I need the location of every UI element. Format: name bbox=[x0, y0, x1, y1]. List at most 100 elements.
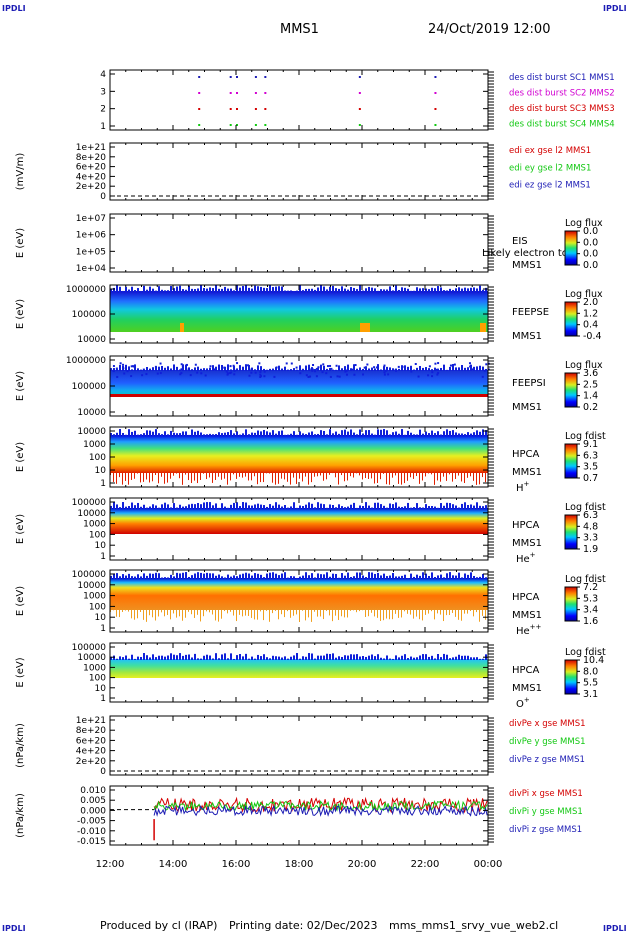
colorbar-title: Log flux bbox=[565, 218, 603, 229]
colorbar bbox=[564, 372, 578, 408]
spectrogram-low-fringe bbox=[413, 610, 414, 619]
spectrogram-top-fringe bbox=[431, 572, 433, 579]
spectrogram-top-fringe bbox=[302, 656, 304, 660]
spectrogram-speckle bbox=[403, 365, 406, 368]
spectrogram-speckle bbox=[353, 373, 356, 376]
spectrogram-low-fringe bbox=[236, 473, 237, 479]
spectrogram-top-fringe bbox=[326, 572, 328, 579]
legend-entry: divPi z gse MMS1 bbox=[509, 825, 582, 835]
spectrogram-top-fringe bbox=[455, 575, 457, 579]
spectrogram-top-fringe bbox=[263, 368, 265, 371]
x-tick-label: 00:00 bbox=[474, 859, 503, 870]
spectrogram-top-fringe bbox=[290, 506, 292, 509]
spectrogram-speckle bbox=[116, 375, 119, 378]
spectrogram-top-fringe bbox=[125, 364, 127, 371]
spectrogram-top-fringe bbox=[410, 573, 412, 579]
spectrogram-top-fringe bbox=[323, 365, 325, 371]
colorbar bbox=[564, 230, 578, 266]
spectrogram-top-fringe bbox=[317, 287, 319, 292]
y-axis-label: (mV/m) bbox=[15, 153, 26, 191]
y-tick-label: 0 bbox=[100, 192, 106, 202]
spectrogram-low-fringe bbox=[278, 473, 279, 484]
spectrogram-top-fringe bbox=[122, 432, 124, 436]
spectrogram-top-fringe bbox=[137, 288, 139, 292]
spectrogram-top-fringe bbox=[227, 288, 229, 292]
spectrogram-low-fringe bbox=[374, 473, 375, 484]
spectrogram-top-fringe bbox=[146, 507, 148, 509]
spectrogram-low-fringe bbox=[284, 610, 285, 618]
spectrogram-top-fringe bbox=[353, 287, 355, 292]
spectrogram-top-fringe bbox=[398, 657, 400, 660]
spectrogram-top-fringe bbox=[353, 576, 355, 579]
spectrogram-top-fringe bbox=[368, 368, 370, 371]
spectrogram-top-fringe bbox=[320, 574, 322, 579]
spectrogram-top-fringe bbox=[464, 502, 466, 509]
spectrogram-low-fringe bbox=[416, 610, 417, 617]
spectrogram-speckle bbox=[230, 371, 233, 374]
spectrogram-top-fringe bbox=[470, 572, 472, 579]
spectrogram-top-fringe bbox=[470, 657, 472, 660]
burst-mark bbox=[254, 92, 257, 94]
spectrogram-speckle bbox=[310, 368, 313, 371]
spectrogram-top-fringe bbox=[482, 573, 484, 579]
spectrogram-top-fringe bbox=[332, 504, 334, 509]
spectrogram-low-fringe bbox=[482, 610, 483, 616]
spectrogram-speckle bbox=[142, 368, 145, 371]
spectrogram-top-fringe bbox=[308, 575, 310, 579]
spectrogram-top-fringe bbox=[446, 369, 448, 371]
spectrogram-top-fringe bbox=[236, 285, 238, 292]
spectrogram-top-fringe bbox=[212, 505, 214, 509]
spectrogram-top-fringe bbox=[389, 658, 391, 660]
spectrogram-top-fringe bbox=[275, 656, 277, 660]
spectrogram-speckle bbox=[427, 374, 430, 377]
spectrogram-top-fringe bbox=[338, 656, 340, 660]
spectrogram-speckle bbox=[362, 373, 365, 376]
spectrogram-top-fringe bbox=[437, 654, 439, 660]
legend-entry: divPe y gse MMS1 bbox=[509, 737, 586, 747]
spectrogram-top-fringe bbox=[299, 285, 301, 292]
spectrogram-low-fringe bbox=[413, 473, 414, 479]
spectrogram-low-fringe bbox=[158, 473, 159, 484]
spectrogram-top-fringe bbox=[302, 575, 304, 579]
spectrogram-top-fringe bbox=[308, 502, 310, 509]
spectrogram-low-fringe bbox=[350, 610, 351, 611]
spectrogram-top-fringe bbox=[221, 654, 223, 660]
spectrogram-top-fringe bbox=[125, 575, 127, 579]
spectrogram-top-fringe bbox=[269, 432, 271, 436]
spectrogram-top-fringe bbox=[383, 289, 385, 292]
spectrogram-speckle bbox=[185, 368, 188, 371]
spectrogram-top-fringe bbox=[434, 367, 436, 371]
spectrogram-low-fringe bbox=[356, 610, 357, 613]
spectrogram-top-fringe bbox=[272, 572, 274, 579]
spectrogram-top-fringe bbox=[458, 367, 460, 371]
spectrogram-top-fringe bbox=[410, 507, 412, 509]
y-tick-label: 3 bbox=[100, 87, 106, 97]
spectrogram-low-fringe bbox=[230, 610, 231, 612]
spectrogram-low-fringe bbox=[188, 473, 189, 481]
colorbar-title: Log flux bbox=[565, 360, 603, 371]
y-tick-label: 1e+07 bbox=[76, 214, 106, 224]
spectrogram-speckle bbox=[481, 375, 484, 378]
spectrogram-low-fringe bbox=[314, 610, 315, 612]
spectrogram-top-fringe bbox=[299, 365, 301, 371]
spectrogram-top-fringe bbox=[455, 288, 457, 292]
spectrogram-top-fringe bbox=[476, 288, 478, 292]
spectrogram-top-fringe bbox=[215, 653, 217, 660]
spectrogram-top-fringe bbox=[413, 290, 415, 292]
spectrogram-low-fringe bbox=[149, 473, 150, 483]
y-axis-label: E (eV) bbox=[15, 371, 26, 401]
spectrogram-top-fringe bbox=[206, 288, 208, 292]
spectrogram-low-fringe bbox=[275, 473, 276, 485]
species-label: H+ bbox=[516, 480, 530, 494]
spectrogram-top-fringe bbox=[233, 290, 235, 292]
spectrogram-low-fringe bbox=[299, 473, 300, 479]
spectrogram-top-fringe bbox=[338, 433, 340, 436]
spectrogram-top-fringe bbox=[155, 366, 157, 371]
spectrogram-top-fringe bbox=[224, 432, 226, 436]
spectrogram-top-fringe bbox=[155, 657, 157, 660]
spectrogram-top-fringe bbox=[344, 655, 346, 660]
spectrogram-top-fringe bbox=[476, 657, 478, 660]
spectrogram-top-fringe bbox=[440, 434, 442, 436]
spectrogram-top-fringe bbox=[392, 504, 394, 509]
spectrogram-feepse bbox=[110, 291, 488, 332]
